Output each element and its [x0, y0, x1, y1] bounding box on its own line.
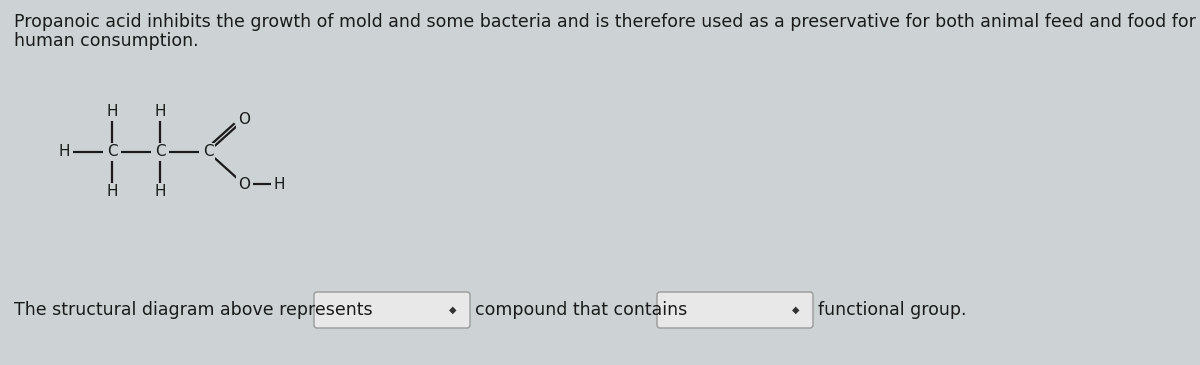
Text: C: C	[155, 145, 166, 160]
Text: H: H	[107, 184, 118, 200]
Text: H: H	[59, 145, 70, 160]
Text: O: O	[238, 112, 250, 127]
Text: C: C	[203, 145, 214, 160]
Text: H: H	[107, 104, 118, 119]
FancyBboxPatch shape	[658, 292, 814, 328]
Text: ◆: ◆	[449, 305, 457, 315]
FancyBboxPatch shape	[314, 292, 470, 328]
Text: H: H	[155, 184, 166, 200]
Text: functional group.: functional group.	[818, 301, 966, 319]
Text: compound that contains: compound that contains	[475, 301, 688, 319]
Text: O: O	[238, 177, 250, 192]
Text: H: H	[274, 177, 286, 192]
Text: H: H	[155, 104, 166, 119]
Text: Propanoic acid inhibits the growth of mold and some bacteria and is therefore us: Propanoic acid inhibits the growth of mo…	[14, 13, 1196, 31]
Text: The structural diagram above represents: The structural diagram above represents	[14, 301, 373, 319]
Text: C: C	[107, 145, 118, 160]
Text: ◆: ◆	[792, 305, 799, 315]
Text: human consumption.: human consumption.	[14, 32, 199, 50]
